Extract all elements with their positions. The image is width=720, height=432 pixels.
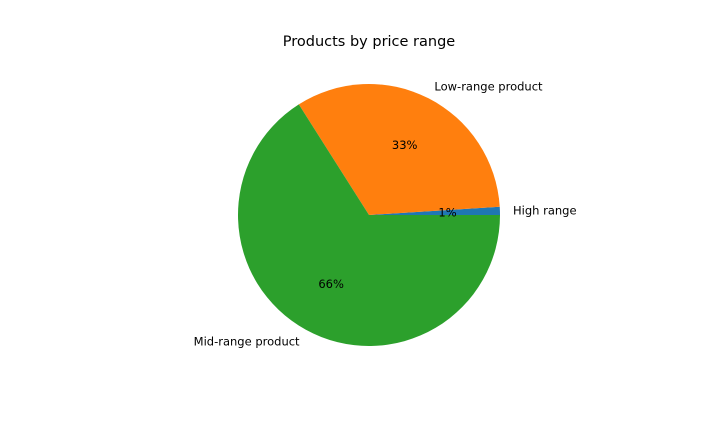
pie-labels: High range 1% Low-range product 33% Mid-rang… <box>194 80 577 349</box>
slice-label: High range <box>513 203 577 217</box>
slice-label: Low-range product <box>434 80 543 94</box>
slice-label: Mid-range product <box>194 334 300 348</box>
pie-slice-mid-range-product <box>238 104 501 347</box>
chart-title: Products by price range <box>283 34 456 50</box>
slice-percent-label: 33% <box>392 138 418 152</box>
slice-percent-label: 66% <box>318 277 344 291</box>
pie-slice-high-range <box>369 206 500 215</box>
pie-slices <box>238 83 501 347</box>
slice-percent-label: 1% <box>438 206 456 220</box>
pie-slice-low-range-product <box>298 83 500 215</box>
